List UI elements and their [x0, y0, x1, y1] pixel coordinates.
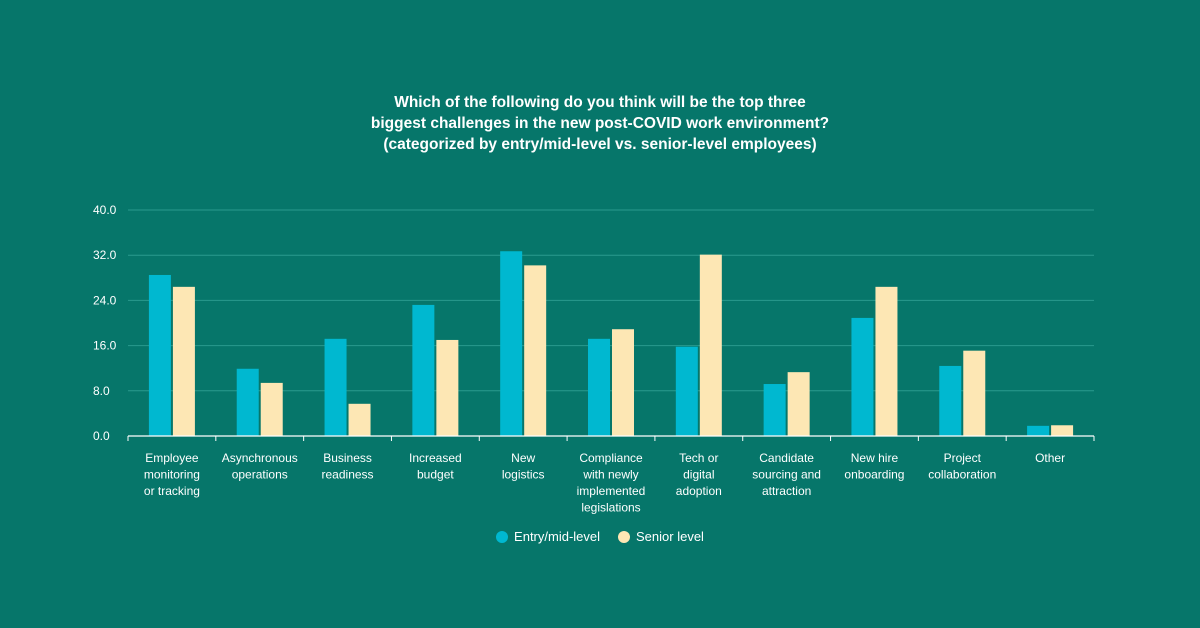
bars — [148, 251, 1074, 436]
title-line-3: (categorized by entry/mid-level vs. seni… — [383, 136, 817, 153]
legend: Entry/mid-level Senior level — [0, 529, 1200, 544]
bar-entry-1[interactable] — [236, 368, 259, 436]
y-tick-label: 24.0 — [93, 293, 117, 307]
x-category-label: Candidate sourcing and attraction — [752, 451, 821, 498]
bar-senior-2[interactable] — [348, 403, 371, 436]
category-labels: Employee monitoring or tracking Asynchronou… — [144, 451, 1065, 515]
bar-entry-7[interactable] — [763, 384, 786, 436]
bar-senior-9[interactable] — [963, 350, 986, 436]
title-line-2: biggest challenges in the new post-COVID… — [370, 115, 830, 132]
bar-entry-3[interactable] — [412, 304, 435, 436]
bar-entry-2[interactable] — [324, 338, 347, 436]
x-category-label: Project collaboration — [928, 451, 996, 482]
bar-senior-6[interactable] — [699, 254, 722, 436]
chart-title: Which of the following do you think will… — [0, 92, 1200, 155]
x-category-label: Asynchronous operations — [222, 451, 298, 482]
y-tick-label: 32.0 — [93, 248, 117, 262]
bar-entry-4[interactable] — [500, 251, 523, 436]
x-axis — [127, 435, 1095, 441]
bar-senior-3[interactable] — [436, 339, 459, 436]
y-tick-label: 8.0 — [93, 384, 110, 398]
bar-entry-10[interactable] — [1027, 425, 1050, 436]
bar-senior-5[interactable] — [612, 329, 634, 436]
legend-item-senior[interactable]: Senior level — [618, 529, 704, 544]
bar-entry-6[interactable] — [675, 346, 698, 436]
x-category-label: New logistics — [502, 451, 545, 482]
legend-item-entry[interactable]: Entry/mid-level — [496, 529, 600, 544]
bar-entry-8[interactable] — [851, 317, 874, 436]
x-category-label: New hire onboarding — [844, 451, 904, 482]
x-category-label: Compliance with newly implemented legislati… — [577, 451, 646, 515]
y-tick-label: 0.0 — [93, 429, 110, 443]
legend-swatch-entry — [496, 530, 509, 543]
y-tick-label: 16.0 — [93, 339, 117, 353]
x-category-label: Increased budget — [409, 451, 462, 482]
x-category-label: Employee monitoring or tracking — [144, 451, 200, 498]
bar-entry-9[interactable] — [939, 365, 962, 436]
x-category-label: Other — [1035, 451, 1065, 465]
y-tick-label: 40.0 — [93, 203, 117, 217]
grid-lines — [128, 209, 1094, 392]
bar-entry-0[interactable] — [148, 274, 171, 436]
legend-label-entry: Entry/mid-level — [514, 529, 601, 544]
bar-senior-10[interactable] — [1051, 425, 1074, 436]
bar-senior-4[interactable] — [524, 265, 547, 436]
bar-senior-0[interactable] — [172, 286, 195, 436]
legend-swatch-senior — [618, 530, 631, 543]
y-axis-ticks: 0.0 8.0 16.0 24.0 32.0 40.0 — [93, 203, 117, 443]
x-category-label: Business readiness — [322, 451, 374, 482]
bar-senior-7[interactable] — [787, 372, 810, 436]
title-line-1: Which of the following do you think will… — [394, 94, 806, 111]
bar-senior-1[interactable] — [260, 382, 283, 436]
bar-senior-8[interactable] — [875, 286, 898, 436]
x-category-label: Tech or digital adoption — [676, 451, 722, 498]
legend-label-senior: Senior level — [636, 529, 704, 544]
bar-entry-5[interactable] — [588, 338, 610, 436]
